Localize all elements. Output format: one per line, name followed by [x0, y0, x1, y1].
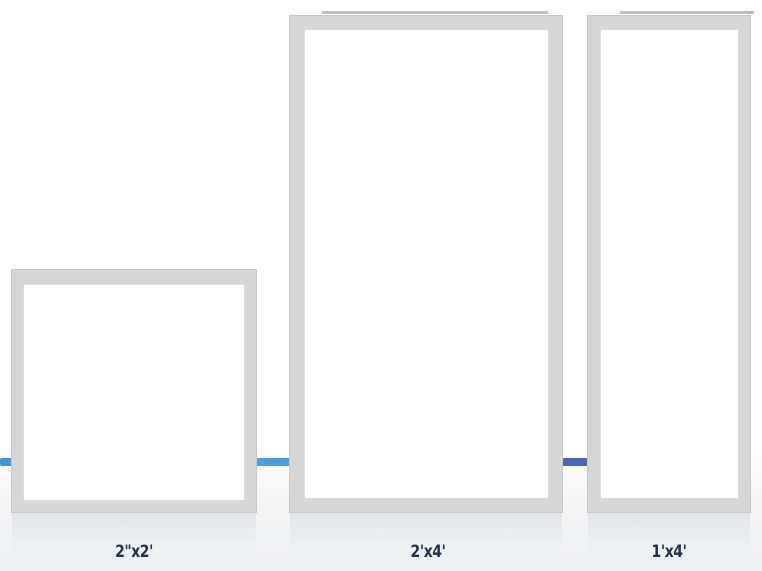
accent-line-right — [562, 458, 588, 466]
panel-2x4-top-strip — [322, 11, 548, 14]
reflection-2x4 — [290, 512, 562, 552]
led-panel-2x4 — [290, 16, 562, 512]
reflection-2x2 — [12, 512, 256, 552]
size-label-2x2: 2"x2' — [115, 542, 153, 562]
led-panel-2x2 — [12, 270, 256, 512]
size-label-2x4: 2'x4' — [410, 542, 446, 562]
reflection-1x4 — [588, 512, 750, 552]
panel-1x4-top-strip — [620, 11, 754, 14]
panel-1x4-lens — [600, 29, 739, 499]
panel-2x2-lens — [23, 284, 245, 501]
size-label-1x4: 1'x4' — [651, 542, 687, 562]
panel-2x4-lens — [304, 29, 549, 499]
accent-line-left — [0, 458, 14, 466]
led-panel-1x4 — [588, 16, 750, 512]
accent-line-middle — [256, 458, 290, 466]
